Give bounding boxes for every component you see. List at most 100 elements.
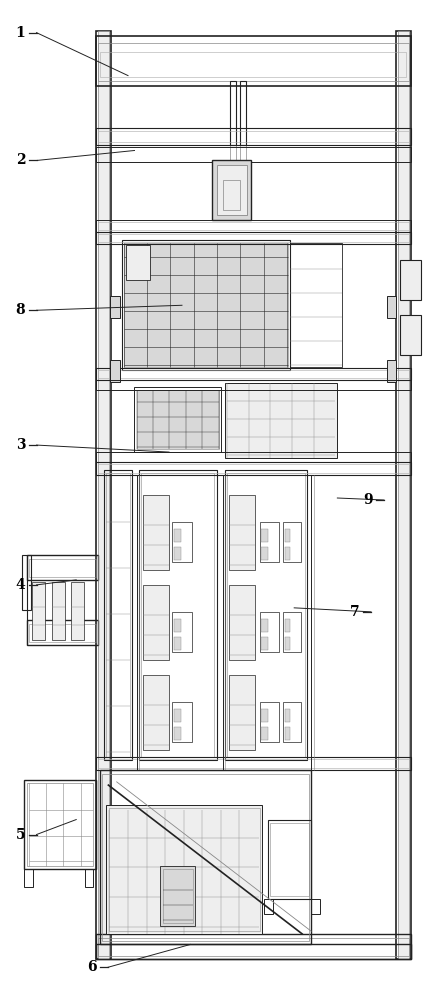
Bar xyxy=(139,470,216,760)
Bar xyxy=(122,240,290,370)
Bar xyxy=(400,260,420,300)
Bar xyxy=(285,637,290,650)
Bar xyxy=(96,368,411,380)
Bar xyxy=(85,869,94,887)
Bar xyxy=(262,547,268,560)
Bar xyxy=(285,619,290,632)
Bar xyxy=(110,360,120,382)
Text: 2: 2 xyxy=(16,153,25,167)
Text: 4: 4 xyxy=(16,578,25,592)
Bar xyxy=(107,805,262,934)
Bar xyxy=(96,147,411,162)
Bar xyxy=(174,547,181,560)
Bar xyxy=(96,452,411,462)
Bar xyxy=(98,370,409,378)
Bar xyxy=(398,31,409,959)
Text: 3: 3 xyxy=(16,438,25,452)
Bar xyxy=(110,296,120,318)
Bar xyxy=(172,612,192,652)
Bar xyxy=(225,470,307,760)
Bar xyxy=(400,315,420,355)
Bar xyxy=(124,243,288,367)
Bar xyxy=(102,774,309,941)
Bar xyxy=(290,243,342,367)
Bar xyxy=(96,128,411,145)
Bar xyxy=(98,234,409,242)
Bar xyxy=(387,296,397,318)
Bar xyxy=(96,934,411,959)
Bar xyxy=(268,820,311,899)
Bar xyxy=(52,582,65,640)
Bar xyxy=(100,52,407,77)
Bar xyxy=(174,619,181,632)
Bar xyxy=(143,495,169,570)
Bar xyxy=(172,702,192,742)
Bar xyxy=(137,390,219,449)
Bar xyxy=(230,145,236,220)
Bar xyxy=(98,131,409,142)
Bar xyxy=(227,473,305,757)
Bar xyxy=(141,473,214,757)
Bar xyxy=(229,585,255,660)
Bar xyxy=(96,462,411,475)
Bar xyxy=(98,43,409,81)
Bar xyxy=(26,555,98,580)
Bar xyxy=(107,473,130,757)
Bar xyxy=(26,783,94,866)
Bar xyxy=(29,624,96,642)
Bar xyxy=(143,585,169,660)
Bar xyxy=(285,709,290,722)
Bar xyxy=(162,869,193,923)
Bar xyxy=(262,637,268,650)
Bar xyxy=(271,823,309,896)
Bar xyxy=(262,727,268,740)
Bar xyxy=(100,770,311,944)
Text: 1: 1 xyxy=(16,26,25,40)
Bar xyxy=(22,555,31,610)
Bar xyxy=(126,245,149,280)
Bar xyxy=(262,619,268,632)
Text: 8: 8 xyxy=(16,303,25,317)
Bar xyxy=(98,464,409,473)
Bar xyxy=(284,612,301,652)
Bar xyxy=(135,387,221,452)
Bar xyxy=(96,232,411,244)
Bar xyxy=(260,612,279,652)
Bar xyxy=(285,547,290,560)
Bar xyxy=(264,899,273,914)
Bar xyxy=(96,944,411,959)
Bar xyxy=(24,869,33,887)
Bar xyxy=(160,866,195,926)
Bar xyxy=(311,899,320,914)
Text: 9: 9 xyxy=(363,493,373,507)
Bar xyxy=(98,31,109,959)
Bar xyxy=(172,522,192,562)
Bar xyxy=(98,222,409,230)
Bar xyxy=(396,31,411,959)
Bar xyxy=(260,522,279,562)
Bar xyxy=(230,81,236,145)
Bar xyxy=(174,529,181,542)
Bar xyxy=(24,780,96,869)
Bar xyxy=(96,31,111,959)
Bar xyxy=(262,709,268,722)
Bar xyxy=(174,637,181,650)
Bar xyxy=(29,559,96,577)
Bar xyxy=(98,759,409,768)
Bar xyxy=(71,582,84,640)
Bar xyxy=(109,808,260,931)
Text: 6: 6 xyxy=(87,960,97,974)
Bar xyxy=(284,522,301,562)
Bar xyxy=(284,702,301,742)
Bar xyxy=(96,757,411,770)
Bar xyxy=(98,938,409,956)
Bar xyxy=(212,160,251,220)
Bar xyxy=(285,727,290,740)
Bar xyxy=(387,360,397,382)
Bar xyxy=(174,727,181,740)
Bar xyxy=(96,220,411,232)
Bar xyxy=(240,81,246,145)
Bar xyxy=(225,383,337,458)
Bar xyxy=(26,620,98,645)
Bar xyxy=(229,675,255,750)
